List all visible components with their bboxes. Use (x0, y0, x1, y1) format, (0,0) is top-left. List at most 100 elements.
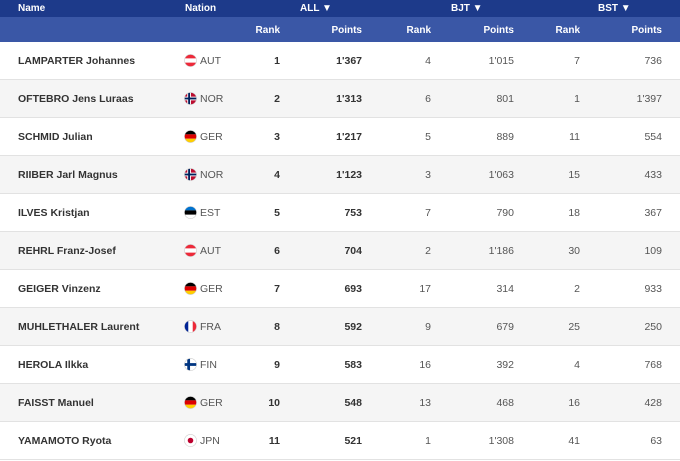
nation-code: EST (200, 207, 221, 219)
rank: 9 (274, 359, 280, 371)
table-row: MUHLETHALER Laurent FRA 8 592 9 679 25 250 (0, 308, 680, 346)
table-row: SCHMID Julian GER 3 1'217 5 889 11 554 (0, 118, 680, 156)
points: 753 (344, 207, 362, 219)
nation-code: GER (200, 397, 223, 409)
rank: 6 (425, 93, 431, 105)
group-header[interactable]: BST ▼ (598, 3, 631, 14)
column-header[interactable]: Nation (185, 3, 217, 14)
points: 768 (644, 359, 662, 371)
athlete-name: RIIBER Jarl Magnus (18, 169, 118, 181)
flag-icon (184, 168, 197, 181)
rank: 13 (419, 397, 431, 409)
points: 693 (344, 283, 362, 295)
flag-icon (184, 92, 197, 105)
points: 1'217 (336, 131, 362, 143)
rank: 4 (274, 169, 280, 181)
rank: 6 (274, 245, 280, 257)
rank: 18 (568, 207, 580, 219)
rank: 41 (568, 435, 580, 447)
rank: 5 (274, 207, 280, 219)
table-row: REHRL Franz-Josef AUT 6 704 2 1'186 30 109 (0, 232, 680, 270)
header-row: Name Nation ALL ▼ BJT ▼ BST ▼ (0, 0, 680, 17)
points: 1'397 (636, 93, 662, 105)
points: 433 (644, 169, 662, 181)
rank: 11 (569, 131, 580, 143)
athlete-name: GEIGER Vinzenz (18, 283, 101, 295)
points: 1'367 (336, 55, 362, 67)
points: 1'186 (488, 245, 514, 257)
column-header[interactable]: Points (631, 25, 662, 36)
rank: 10 (268, 397, 280, 409)
athlete-name: MUHLETHALER Laurent (18, 321, 140, 333)
nation-code: FIN (200, 359, 217, 371)
rank: 16 (568, 397, 580, 409)
points: 521 (344, 435, 362, 447)
rank: 7 (574, 55, 580, 67)
rank: 3 (274, 131, 280, 143)
points: 1'123 (336, 169, 362, 181)
flag-icon (184, 358, 197, 371)
column-header[interactable]: Rank (255, 25, 280, 36)
points: 592 (344, 321, 362, 333)
rank: 7 (274, 283, 280, 295)
flag-icon (184, 130, 197, 143)
athlete-name: FAISST Manuel (18, 397, 94, 409)
rank: 30 (568, 245, 580, 257)
table-row: FAISST Manuel GER 10 548 13 468 16 428 (0, 384, 680, 422)
points: 583 (344, 359, 362, 371)
points: 801 (496, 93, 514, 105)
rank: 16 (419, 359, 431, 371)
points: 392 (496, 359, 514, 371)
flag-icon (184, 282, 197, 295)
rank: 1 (274, 55, 280, 67)
points: 428 (644, 397, 662, 409)
nation-code: FRA (200, 321, 221, 333)
athlete-name: YAMAMOTO Ryota (18, 435, 112, 447)
points: 790 (496, 207, 514, 219)
rank: 5 (425, 131, 431, 143)
points: 889 (496, 131, 514, 143)
points: 679 (496, 321, 514, 333)
group-header[interactable]: BJT ▼ (451, 3, 483, 14)
group-header[interactable]: ALL ▼ (300, 3, 332, 14)
column-header[interactable]: Points (331, 25, 362, 36)
nation-code: AUT (200, 245, 221, 257)
table-row: RIIBER Jarl Magnus NOR 4 1'123 3 1'063 15 433 (0, 156, 680, 194)
nation-code: NOR (200, 93, 224, 105)
nation-code: JPN (200, 435, 220, 447)
table-row: LAMPARTER Johannes AUT 1 1'367 4 1'015 7 736 (0, 42, 680, 80)
points: 1'313 (336, 93, 362, 105)
column-header[interactable]: Rank (555, 25, 580, 36)
column-header[interactable]: Rank (406, 25, 431, 36)
column-header[interactable]: Name (18, 3, 46, 14)
athlete-name: REHRL Franz-Josef (18, 245, 116, 257)
table-row: HEROLA Ilkka FIN 9 583 16 392 4 768 (0, 346, 680, 384)
athlete-name: HEROLA Ilkka (18, 359, 89, 371)
rank: 17 (419, 283, 431, 295)
rank: 11 (268, 435, 280, 447)
rank: 3 (425, 169, 431, 181)
points: 109 (644, 245, 662, 257)
table-row: OFTEBRO Jens Luraas NOR 2 1'313 6 801 1 1'397 (0, 80, 680, 118)
points: 1'308 (488, 435, 514, 447)
flag-icon (184, 206, 197, 219)
flag-icon (184, 244, 197, 257)
points: 63 (650, 435, 662, 447)
points: 548 (344, 397, 362, 409)
points: 250 (644, 321, 662, 333)
points: 1'015 (488, 55, 514, 67)
points: 704 (344, 245, 362, 257)
nation-code: NOR (200, 169, 224, 181)
points: 1'063 (488, 169, 514, 181)
rank: 2 (574, 283, 580, 295)
flag-icon (184, 54, 197, 67)
points: 314 (496, 283, 514, 295)
rank: 2 (274, 93, 280, 105)
column-header[interactable]: Points (483, 25, 514, 36)
table-row: GEIGER Vinzenz GER 7 693 17 314 2 933 (0, 270, 680, 308)
athlete-name: SCHMID Julian (18, 131, 93, 143)
flag-icon (184, 396, 197, 409)
rank: 9 (425, 321, 431, 333)
athlete-name: ILVES Kristjan (18, 207, 90, 219)
rank: 7 (425, 207, 431, 219)
